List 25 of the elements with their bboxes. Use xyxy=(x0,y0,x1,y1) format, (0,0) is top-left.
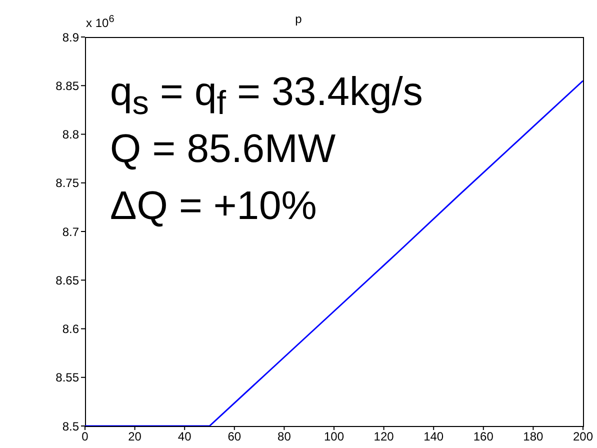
annotation: ΔQ = +10% xyxy=(110,183,317,230)
x-tick-label: 60 xyxy=(228,430,242,444)
x-tick-label: 0 xyxy=(82,430,89,444)
y-tick-label: 8.75 xyxy=(56,176,80,190)
chart-title: p xyxy=(295,12,302,26)
y-tick-label: 8.65 xyxy=(56,273,80,288)
y-tick-label: 8.55 xyxy=(56,370,80,385)
x-tick-label: 20 xyxy=(128,430,142,444)
x-tick-label: 160 xyxy=(473,430,494,444)
y-tick-label: 8.85 xyxy=(56,78,80,93)
text: x 10$^{6}$ xyxy=(86,14,114,30)
x-tick-label: 200 xyxy=(572,430,594,444)
y-tick-label: 8.8 xyxy=(62,128,80,142)
x-tick-label: 100 xyxy=(324,430,344,444)
x-tick-label: 120 xyxy=(374,430,394,444)
y-tick-label: 8.9 xyxy=(62,30,80,44)
x-tick-label: 180 xyxy=(523,430,544,444)
y-tick-label: 8.7 xyxy=(62,224,80,239)
annotation: q$_{s}$ = q$_{f}$ = 33.4kg/s xyxy=(110,69,423,124)
x-tick-label: 40 xyxy=(178,430,192,444)
x-tick-label: 80 xyxy=(278,430,292,444)
annotation: Q = 85.6MW xyxy=(110,126,336,173)
x-tick-label: 140 xyxy=(424,430,444,444)
y-tick-label: 8.6 xyxy=(62,322,80,336)
y-tick-label: 8.5 xyxy=(62,419,80,434)
